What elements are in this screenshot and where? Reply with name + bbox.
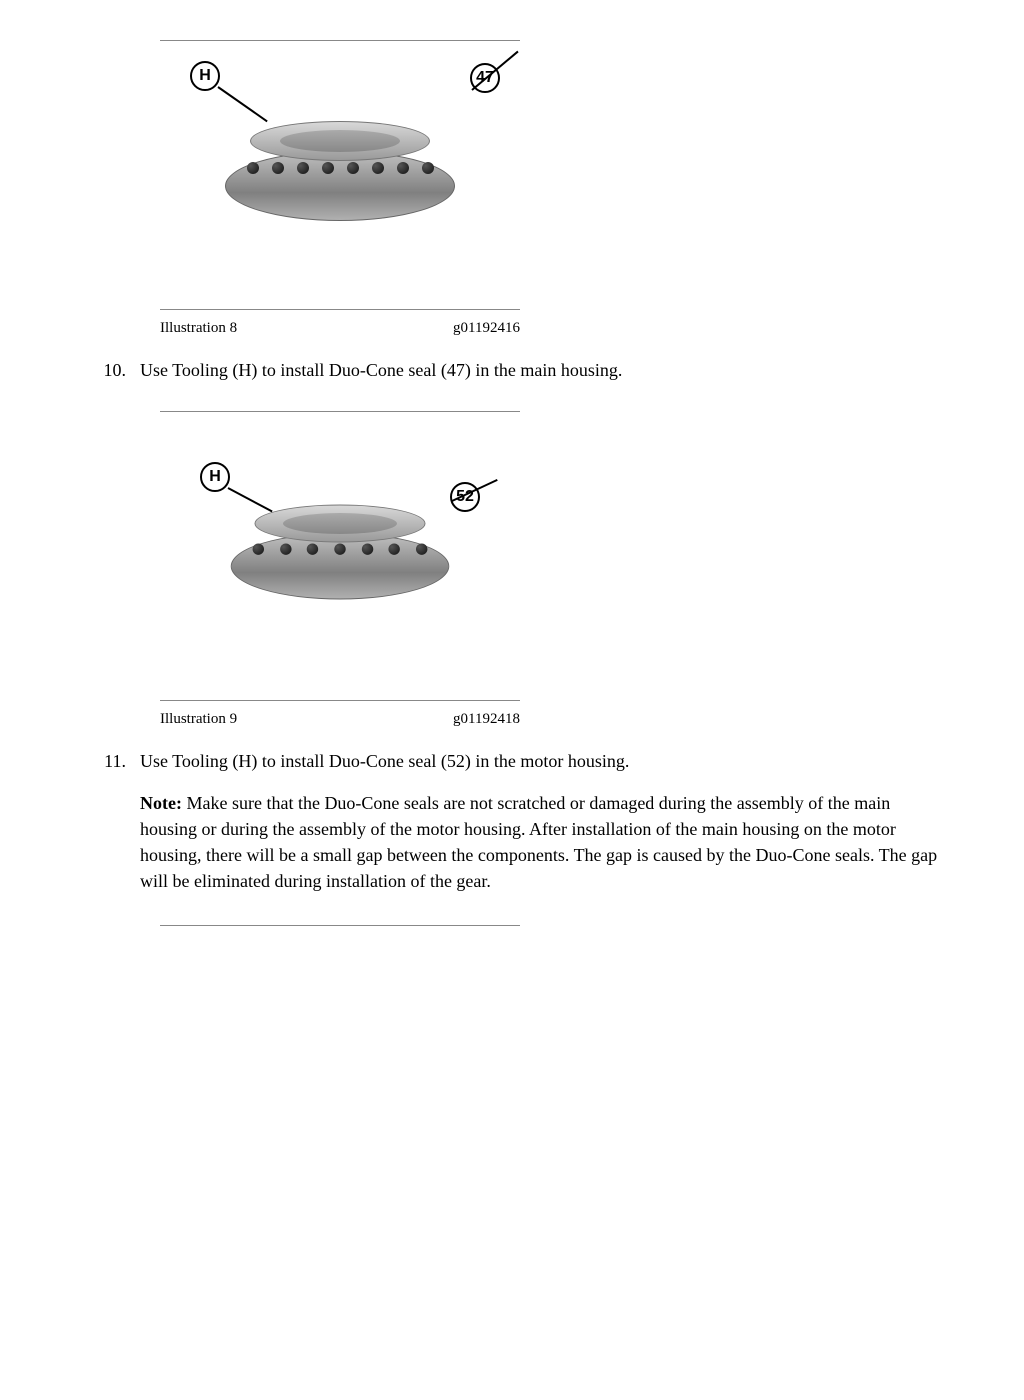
- figure-2-image: H 52: [160, 412, 520, 692]
- callout-num-52: 52: [450, 482, 480, 512]
- step-number: 11.: [100, 748, 140, 894]
- mechanical-part-illustration: [225, 101, 455, 241]
- figure-1-caption: Illustration 8 g01192416: [160, 309, 520, 337]
- step-text: Use Tooling (H) to install Duo-Cone seal…: [140, 360, 622, 380]
- figure-2-container: H 52: [160, 412, 944, 692]
- figure-2-caption: Illustration 9 g01192418: [160, 700, 520, 728]
- illustration-label: Illustration 9: [160, 711, 237, 728]
- note-paragraph: Note: Make sure that the Duo-Cone seals …: [140, 790, 944, 894]
- callout-tool-label: H: [209, 468, 221, 486]
- callout-tool-label: H: [199, 67, 211, 85]
- illustration-id: g01192416: [453, 320, 520, 337]
- step-body: Use Tooling (H) to install Duo-Cone seal…: [140, 357, 944, 383]
- step-10: 10. Use Tooling (H) to install Duo-Cone …: [100, 357, 944, 383]
- callout-tool-h: H: [190, 61, 220, 91]
- callout-tool-h: H: [200, 462, 230, 492]
- bottom-divider: [160, 925, 520, 926]
- step-body: Use Tooling (H) to install Duo-Cone seal…: [140, 748, 944, 894]
- illustration-label: Illustration 8: [160, 320, 237, 337]
- figure-1-container: H 47: [160, 41, 944, 301]
- figure-1-image: H 47: [160, 41, 520, 301]
- step-text: Use Tooling (H) to install Duo-Cone seal…: [140, 751, 629, 771]
- note-text: Make sure that the Duo-Cone seals are no…: [140, 793, 937, 891]
- illustration-id: g01192418: [453, 711, 520, 728]
- step-11: 11. Use Tooling (H) to install Duo-Cone …: [100, 748, 944, 894]
- step-number: 10.: [100, 357, 140, 383]
- note-label: Note:: [140, 793, 182, 813]
